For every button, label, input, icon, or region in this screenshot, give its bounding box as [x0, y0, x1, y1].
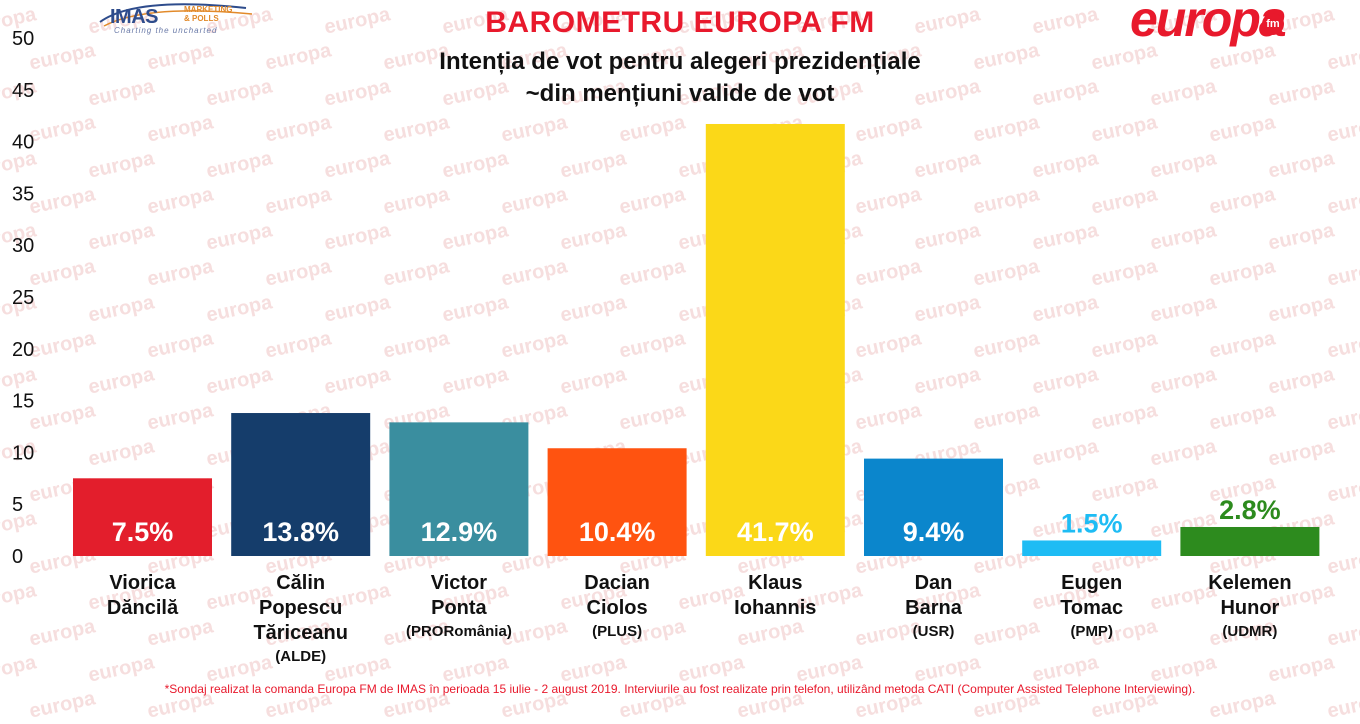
candidate-name-line: Călin [276, 572, 326, 594]
party-label: (USR) [912, 623, 955, 640]
candidate-name-line: Klaus [748, 572, 803, 594]
bar [73, 478, 212, 556]
bar-value-label: 12.9% [421, 517, 498, 547]
category-label: Eugen Tomac (PMP) [1017, 571, 1167, 643]
europa-logo-fm-badge: fm [1262, 13, 1284, 35]
imas-logo-word: IMAS [110, 6, 159, 28]
bar-value-label: 2.8% [1219, 495, 1281, 525]
imas-logo-subtitle: MARKETING & POLLS [184, 5, 233, 23]
party-label: (PRORomânia) [405, 623, 512, 640]
y-tick-label: 15 [12, 391, 34, 413]
candidate-name-line: Iohannis [734, 597, 817, 619]
category-label: Klaus Iohannis [700, 571, 850, 621]
y-tick-label: 5 [12, 494, 23, 516]
imas-swoosh-icon [99, 3, 253, 27]
y-tick-label: 45 [12, 80, 34, 102]
y-tick-label: 40 [12, 132, 34, 154]
chart-subtitle: Intenția de vot pentru alegeri prezidenț… [0, 46, 1360, 110]
candidate-name-line: Kelemen [1208, 572, 1292, 594]
chart-subtitle-line-2: ~din mențiuni valide de vot [525, 80, 835, 107]
candidate-name-line: Ponta [431, 597, 487, 619]
bar [547, 448, 687, 556]
candidate-name-line: Dacian [584, 572, 650, 594]
party-label: (UDMR) [1222, 623, 1278, 640]
category-label: Victor Ponta (PRORomânia) [384, 571, 534, 643]
bar [1022, 540, 1162, 556]
y-tick-label: 20 [12, 339, 34, 361]
bar [1180, 526, 1320, 556]
bar-value-label: 13.8% [262, 517, 339, 547]
candidate-name-line: Tomac [1060, 597, 1124, 619]
category-label: Dan Barna (USR) [859, 571, 1009, 643]
party-label: (PLUS) [592, 623, 643, 640]
bar-value-label: 7.5% [112, 517, 174, 547]
candidate-name-line: Dan [914, 572, 953, 594]
candidate-name-line: Viorica [109, 572, 176, 594]
candidate-name-line: Popescu [259, 597, 343, 619]
y-tick-label: 10 [12, 442, 34, 464]
bar-value-label: 10.4% [579, 517, 656, 547]
bar-value-label: 41.7% [737, 517, 814, 547]
party-label: (PMP) [1070, 623, 1113, 640]
candidate-name-line: Dăncilă [106, 597, 179, 619]
category-label: Viorica Dăncilă [68, 571, 218, 621]
y-tick-label: 30 [12, 235, 34, 257]
category-label: Dacian Ciolos (PLUS) [542, 571, 692, 643]
europa-fm-logo: europa fm [1128, 0, 1318, 48]
imas-logo: IMAS MARKETING & POLLS Charting the unch… [96, 0, 256, 36]
candidate-name-line: Ciolos [586, 597, 648, 619]
bar-value-label: 1.5% [1061, 508, 1123, 538]
candidate-name-line: Eugen [1061, 572, 1123, 594]
category-label: Kelemen Hunor (UDMR) [1175, 571, 1325, 643]
bar-chart: 0 5 10 15 20 25 30 35 40 45 50 7.5% 13.8% 12.9% 10.4% 4… [12, 28, 1320, 568]
y-tick-label: 0 [12, 546, 23, 568]
candidate-name-line: Tăriceanu [253, 622, 348, 644]
europa-logo-word: europa [1130, 0, 1287, 47]
y-tick-label: 25 [12, 287, 34, 309]
candidate-name-line: Barna [905, 597, 962, 619]
bar [389, 422, 529, 556]
y-tick-label: 50 [12, 28, 34, 50]
bar [864, 458, 1003, 556]
chart-title: BAROMETRU EUROPA FM [485, 6, 875, 39]
candidate-name-line: Hunor [1220, 597, 1280, 619]
candidate-name-line: Victor [430, 572, 488, 594]
chart-subtitle-line-1: Intenția de vot pentru alegeri prezidenț… [439, 48, 921, 75]
imas-logo-tagline: Charting the uncharted [114, 26, 218, 35]
bar [705, 123, 845, 556]
party-label: (ALDE) [275, 648, 327, 665]
footnote: *Sondaj realizat la comanda Europa FM de… [164, 682, 1196, 696]
bar-value-label: 9.4% [903, 517, 965, 547]
y-tick-label: 35 [12, 183, 34, 205]
bar [231, 413, 371, 556]
category-label: Călin Popescu Tăriceanu (ALDE) [226, 571, 376, 668]
